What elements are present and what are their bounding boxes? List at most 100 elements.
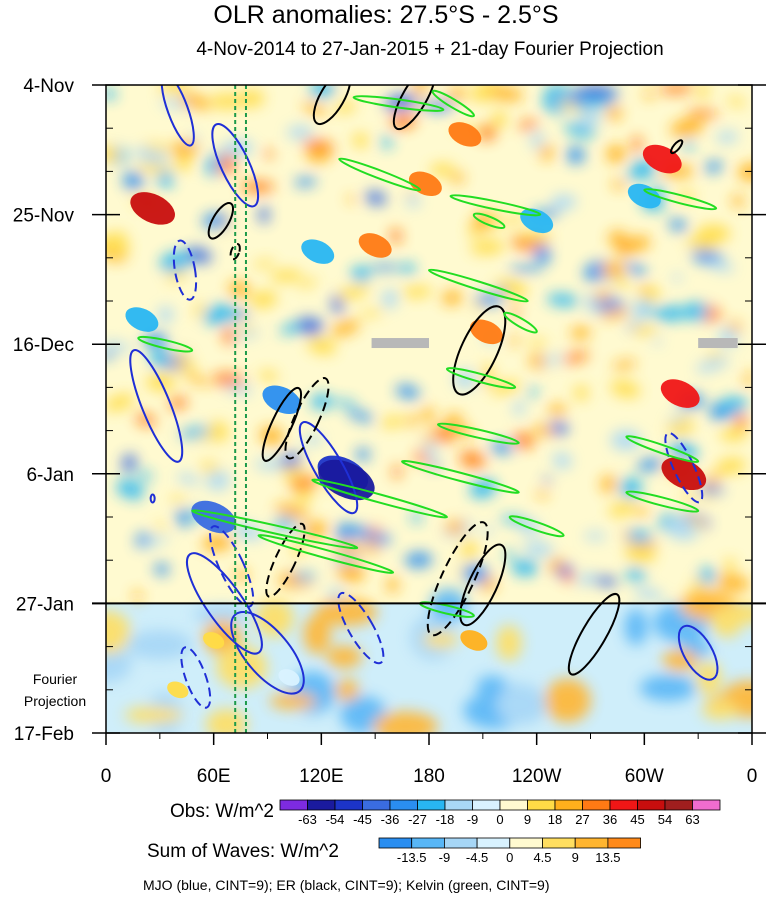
field-blob [106, 88, 117, 100]
mjo-contour [677, 624, 719, 681]
x-tick-label: 180 [413, 766, 445, 787]
field-blob [386, 576, 399, 593]
obs-colorbar: -63 -54 -45 -36 -27 -18 -9 0 9 18 27 36 45 54 63 [279, 799, 721, 827]
field-blob [631, 301, 647, 320]
field-blob [351, 265, 371, 283]
waves-colorbar-level-label: 0 [506, 850, 513, 865]
field-blob [332, 399, 357, 407]
er-contour [261, 386, 303, 462]
field-blob [697, 85, 710, 99]
field-blob [653, 337, 662, 346]
field-blob [412, 85, 428, 95]
field-blob [533, 424, 554, 437]
missing-data-band [371, 338, 429, 349]
field-blob [517, 231, 553, 241]
x-tick-label: 0 [747, 766, 758, 787]
field-blob [539, 144, 554, 161]
projection-blob [496, 625, 522, 661]
waves-colorbar-swatch [411, 837, 445, 849]
field-blob [610, 430, 641, 451]
waves-colorbar-swatch [542, 837, 576, 849]
field-blob [632, 135, 642, 154]
obs-colorbar-swatch [444, 799, 473, 811]
field-blob [424, 441, 437, 459]
field-blob [717, 457, 746, 474]
y-tick-label: 27-Jan [16, 594, 74, 615]
field-blob [594, 290, 612, 302]
field-blob [518, 119, 538, 130]
field-blob [150, 349, 168, 368]
obs-colorbar-level-label: -54 [326, 812, 345, 827]
field-blob [683, 141, 695, 151]
field-blob [644, 88, 654, 100]
field-blob [415, 450, 428, 464]
obs-colorbar-level-label: 9 [524, 812, 531, 827]
field-blob [297, 317, 324, 333]
projection-blob [624, 608, 648, 646]
field-blob [390, 228, 402, 244]
field-blob [128, 487, 139, 502]
y-tick-label: 6-Jan [26, 465, 74, 486]
field-blob [253, 260, 275, 268]
field-blob [666, 421, 694, 435]
field-feature [125, 307, 159, 332]
obs-colorbar-level-label: -27 [408, 812, 427, 827]
kelvin-contour [472, 212, 506, 229]
field-blob [222, 327, 236, 345]
field-blob [684, 302, 709, 321]
field-blob [624, 263, 647, 276]
field-blob [612, 360, 637, 370]
mjo-contour [185, 552, 263, 655]
x-tick-label: 120W [512, 766, 562, 787]
field-blob [210, 93, 243, 110]
kelvin-contour [431, 89, 475, 118]
field-blob [553, 452, 572, 469]
field-blob [573, 97, 599, 110]
field-blob [270, 269, 303, 282]
kelvin-contour [508, 515, 565, 538]
kelvin-contour [643, 188, 718, 211]
field-feature [469, 319, 503, 345]
field-blob [550, 195, 577, 210]
field-blob [577, 110, 603, 126]
kelvin-contour [191, 509, 359, 550]
mjo-contour [337, 591, 385, 665]
er-contour [567, 592, 621, 676]
field-blob [176, 508, 191, 528]
field-blob [122, 453, 137, 473]
obs-colorbar-swatch [389, 799, 418, 811]
field-blob [461, 540, 478, 559]
field-blob [536, 490, 549, 499]
field-blob [298, 278, 318, 288]
field-blob [382, 289, 398, 309]
field-blob [585, 293, 597, 312]
field-blob [489, 86, 524, 102]
field-blob [365, 190, 387, 206]
field-blob [236, 90, 265, 108]
mjo-contour [172, 239, 198, 301]
er-contour [284, 377, 330, 460]
waves-colorbar-level-label: -9 [439, 850, 451, 865]
field-blob [570, 326, 591, 340]
kelvin-contour [427, 268, 529, 303]
waves-colorbar: -13.5 -9 -4.5 0 4.5 9 13.5 [378, 837, 642, 865]
er-contour [207, 201, 235, 240]
field-blob [727, 96, 746, 107]
field-blob [106, 393, 135, 412]
obs-colorbar-level-label: -9 [467, 812, 479, 827]
kelvin-contour [445, 367, 517, 390]
field-blob [564, 123, 596, 138]
field-blob [203, 304, 235, 325]
field-blob [543, 476, 552, 483]
x-tick-label: 0 [101, 766, 112, 787]
field-blob [422, 406, 434, 424]
axes: 4-Nov 25-Nov 16-Dec 6-Jan 27-Jan 17-Feb 0 60E 12… [13, 76, 766, 787]
field-blob [632, 325, 658, 335]
obs-colorbar-level-label: 27 [575, 812, 589, 827]
waves-colorbar-level-label: -13.5 [397, 850, 427, 865]
field-blob [176, 473, 200, 485]
wave-legend-note: MJO (blue, CINT=9); ER (black, CINT=9); … [143, 877, 550, 893]
waves-colorbar-level-label: 9 [572, 850, 579, 865]
projection-blob [269, 693, 317, 710]
